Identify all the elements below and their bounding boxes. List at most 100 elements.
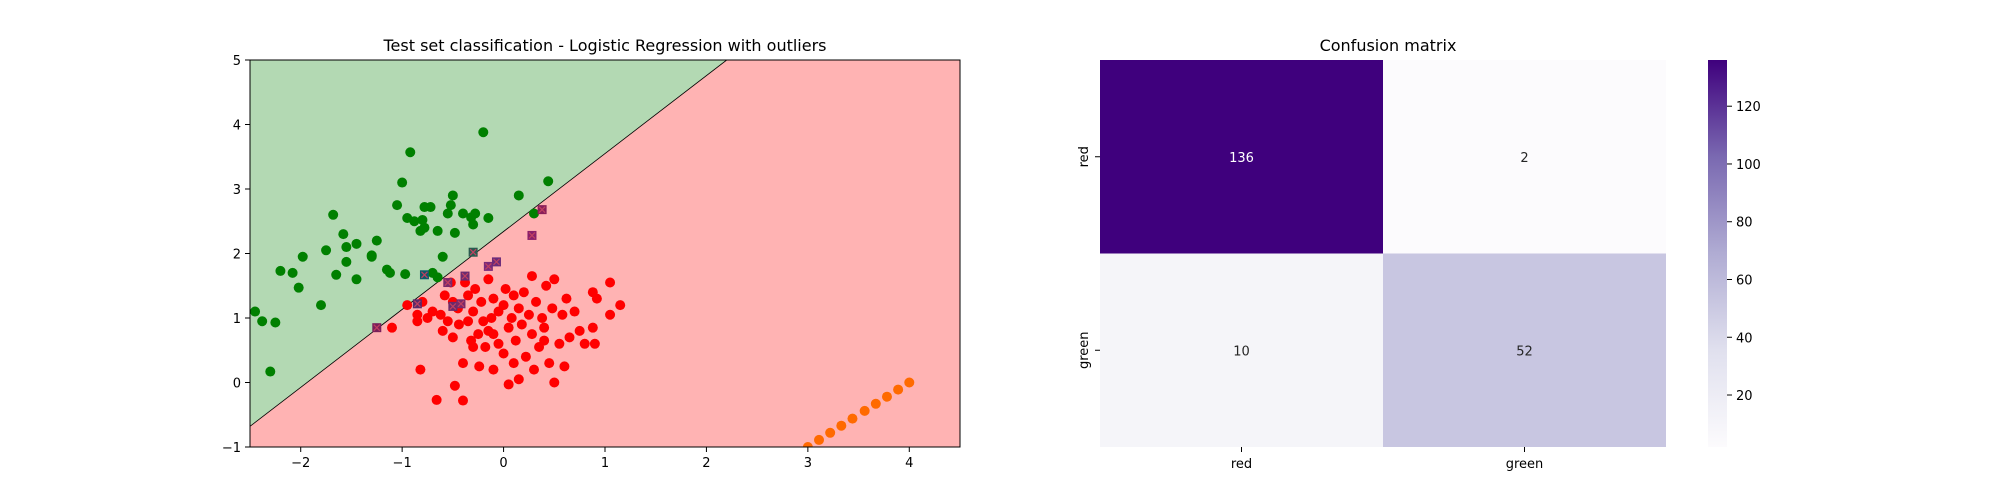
scatter-point bbox=[605, 309, 616, 320]
scatter-point bbox=[453, 319, 464, 330]
scatter-point bbox=[539, 335, 550, 346]
scatter-point bbox=[539, 322, 550, 333]
colorbar-tick-label: 120 bbox=[1736, 100, 1761, 115]
scatter-point bbox=[529, 208, 539, 219]
scatter-point bbox=[526, 329, 537, 340]
scatter-point bbox=[520, 351, 531, 362]
scatter-point bbox=[498, 348, 509, 359]
y-tick-label: 5 bbox=[233, 54, 241, 69]
x-tick-label: 4 bbox=[905, 456, 913, 471]
scatter-point bbox=[338, 229, 349, 240]
scatter-point bbox=[384, 267, 395, 278]
scatter-point bbox=[508, 290, 519, 301]
misclassified-marker bbox=[413, 300, 421, 308]
x-tick-label: −1 bbox=[393, 456, 412, 471]
scatter-point bbox=[366, 251, 377, 262]
misclassified-marker bbox=[444, 279, 452, 286]
scatter-point bbox=[513, 303, 524, 314]
heatmap-y-tick-label: green bbox=[1077, 331, 1092, 369]
scatter-point bbox=[270, 317, 281, 328]
scatter-point bbox=[316, 300, 326, 311]
scatter-point bbox=[893, 384, 904, 395]
scatter-point bbox=[458, 208, 468, 219]
scatter-point bbox=[523, 309, 534, 320]
x-tick-label: −2 bbox=[291, 456, 310, 471]
y-tick-label: −1 bbox=[222, 441, 241, 456]
scatter-point bbox=[402, 300, 413, 311]
scatter-point bbox=[275, 265, 286, 276]
misclassified-marker bbox=[373, 324, 381, 332]
misclassified-marker bbox=[461, 272, 469, 280]
scatter-point bbox=[257, 316, 268, 327]
scatter-point bbox=[508, 358, 519, 369]
colorbar-tick-label: 80 bbox=[1736, 216, 1753, 231]
scatter-point bbox=[847, 413, 858, 424]
scatter-point bbox=[412, 316, 423, 327]
scatter-point bbox=[549, 377, 560, 388]
confusion-matrix-chart: Confusion matrix 136 2 10 52 red green red gre… bbox=[1077, 36, 1761, 472]
heatmap-y-tick-label: red bbox=[1077, 146, 1092, 167]
scatter-point bbox=[605, 277, 616, 288]
scatter-point bbox=[591, 293, 602, 304]
misclassified-marker bbox=[484, 262, 492, 270]
scatter-point bbox=[478, 127, 489, 138]
scatter-point bbox=[574, 325, 585, 336]
heatmap-x-tick-label: red bbox=[1231, 457, 1252, 472]
misclassified-marker bbox=[469, 248, 477, 256]
heatmap-cell bbox=[1383, 60, 1666, 254]
colorbar-axis: 20 40 60 80 100 120 bbox=[1727, 100, 1761, 404]
colorbar-tick-label: 100 bbox=[1736, 158, 1761, 173]
scatter-point bbox=[559, 361, 570, 372]
misclassified-marker bbox=[421, 271, 428, 279]
misclassified-marker bbox=[457, 300, 465, 308]
scatter-point bbox=[615, 300, 626, 311]
scatter-point bbox=[561, 293, 572, 304]
scatter-point bbox=[513, 374, 524, 385]
scatter-point bbox=[449, 227, 460, 238]
colorbar-tick-label: 40 bbox=[1736, 331, 1753, 346]
scatter-point bbox=[526, 271, 537, 282]
scatter-point bbox=[513, 190, 524, 201]
y-tick-label: 0 bbox=[233, 377, 241, 392]
scatter-point bbox=[400, 269, 411, 280]
scatter-point bbox=[409, 216, 420, 227]
scatter-point bbox=[250, 306, 261, 317]
scatter-point bbox=[328, 209, 339, 220]
y-tick-label: 4 bbox=[233, 119, 241, 134]
x-tick-label: 3 bbox=[804, 456, 812, 471]
x-tick-label: 0 bbox=[499, 456, 507, 471]
scatter-point bbox=[431, 394, 442, 405]
scatter-point bbox=[503, 322, 514, 333]
scatter-point bbox=[321, 245, 332, 256]
scatter-point bbox=[331, 269, 342, 280]
scatter-point bbox=[449, 380, 460, 391]
scatter-point bbox=[458, 395, 468, 406]
scatter-point bbox=[458, 358, 468, 369]
scatter-point bbox=[488, 329, 499, 340]
scatter-point bbox=[483, 213, 494, 224]
scatter-point bbox=[351, 274, 362, 285]
misclassified-marker bbox=[528, 232, 536, 239]
scatter-point bbox=[470, 208, 481, 219]
scatter-point bbox=[486, 313, 497, 323]
y-tick-label: 2 bbox=[233, 248, 241, 263]
scatter-point bbox=[478, 316, 489, 327]
scatter-point bbox=[341, 256, 352, 267]
heatmap-cell-value: 136 bbox=[1229, 151, 1254, 166]
scatter-point bbox=[468, 306, 479, 317]
scatter-point bbox=[531, 296, 542, 307]
scatter-point bbox=[351, 238, 362, 249]
scatter-point bbox=[341, 242, 352, 253]
scatter-point bbox=[297, 251, 308, 262]
scatter-x-axis: −2 −1 0 1 2 3 4 bbox=[291, 447, 913, 471]
colorbar-tick-label: 20 bbox=[1736, 389, 1753, 404]
scatter-point bbox=[437, 251, 448, 262]
scatter-point bbox=[419, 222, 430, 233]
scatter-point bbox=[493, 338, 504, 349]
scatter-point bbox=[435, 309, 446, 320]
scatter-point bbox=[569, 306, 580, 317]
scatter-point bbox=[549, 274, 560, 285]
scatter-point bbox=[473, 329, 484, 340]
colorbar bbox=[1708, 60, 1727, 447]
scatter-point bbox=[470, 283, 481, 294]
